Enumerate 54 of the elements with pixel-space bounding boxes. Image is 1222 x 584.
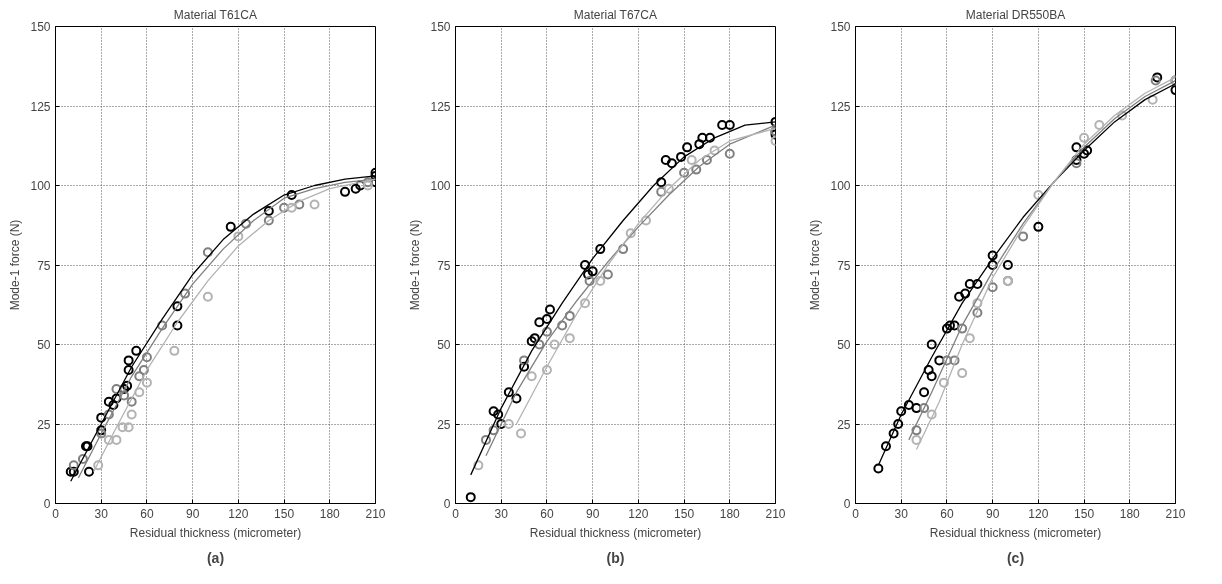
x-tick-label: 180 — [1119, 506, 1141, 521]
x-tick-label: 150 — [674, 506, 695, 521]
y-tick-label: 150 — [430, 20, 451, 34]
y-tick-label: 75 — [437, 258, 451, 273]
y-axis-title: Mode-1 force (N) — [8, 219, 23, 311]
x-tick-label: 60 — [940, 506, 954, 521]
x-tick-label: 210 — [765, 506, 786, 521]
x-tick-label: 120 — [628, 506, 649, 521]
x-tick-label: 30 — [494, 506, 509, 521]
chart-title: Material T61CA — [173, 7, 257, 22]
x-tick-label: 60 — [140, 506, 154, 521]
y-tick-label: 75 — [837, 258, 851, 273]
chart-title: Material DR550BA — [965, 7, 1066, 22]
y-tick-label: 25 — [837, 417, 851, 432]
y-tick-label: 100 — [430, 179, 451, 193]
y-tick-label: 150 — [30, 20, 51, 34]
x-tick-label: 90 — [985, 506, 1000, 521]
y-tick-label: 150 — [830, 20, 851, 34]
x-tick-label: 210 — [365, 506, 386, 521]
x-tick-label: 120 — [1028, 506, 1049, 521]
x-tick-label: 180 — [319, 506, 341, 521]
x-axis-title: Residual thickness (micrometer) — [929, 525, 1102, 540]
text: (a) — [206, 549, 225, 566]
x-axis-title: Residual thickness (micrometer) — [129, 525, 302, 540]
x-tick-label: 90 — [585, 506, 600, 521]
text: (b) — [606, 549, 625, 566]
y-tick-label: 125 — [30, 99, 51, 114]
y-tick-label: 0 — [843, 497, 851, 511]
chart-title: Material T67CA — [573, 7, 657, 22]
y-axis-title: Mode-1 force (N) — [808, 219, 823, 311]
text: (c) — [1006, 549, 1025, 566]
x-tick-label: 90 — [185, 506, 200, 521]
y-tick-label: 125 — [430, 99, 451, 114]
x-tick-label: 30 — [94, 506, 109, 521]
x-tick-label: 150 — [274, 506, 295, 521]
y-tick-label: 0 — [443, 497, 451, 511]
y-tick-label: 125 — [830, 99, 851, 114]
x-axis-title: Residual thickness (micrometer) — [529, 525, 702, 540]
x-tick-label: 120 — [228, 506, 249, 521]
y-tick-label: 75 — [37, 258, 51, 273]
y-tick-label: 0 — [43, 497, 51, 511]
y-axis-title: Mode-1 force (N) — [408, 219, 423, 311]
y-tick-label: 25 — [37, 417, 51, 432]
y-tick-label: 50 — [837, 338, 851, 352]
y-tick-label: 50 — [437, 338, 451, 352]
x-tick-label: 210 — [1165, 506, 1186, 521]
y-tick-label: 25 — [437, 417, 451, 432]
y-tick-label: 100 — [30, 179, 51, 193]
y-tick-label: 50 — [37, 338, 51, 352]
x-tick-label: 180 — [719, 506, 741, 521]
y-tick-label: 100 — [830, 179, 851, 193]
x-tick-label: 150 — [1074, 506, 1095, 521]
x-tick-label: 60 — [540, 506, 554, 521]
x-tick-label: 30 — [894, 506, 909, 521]
